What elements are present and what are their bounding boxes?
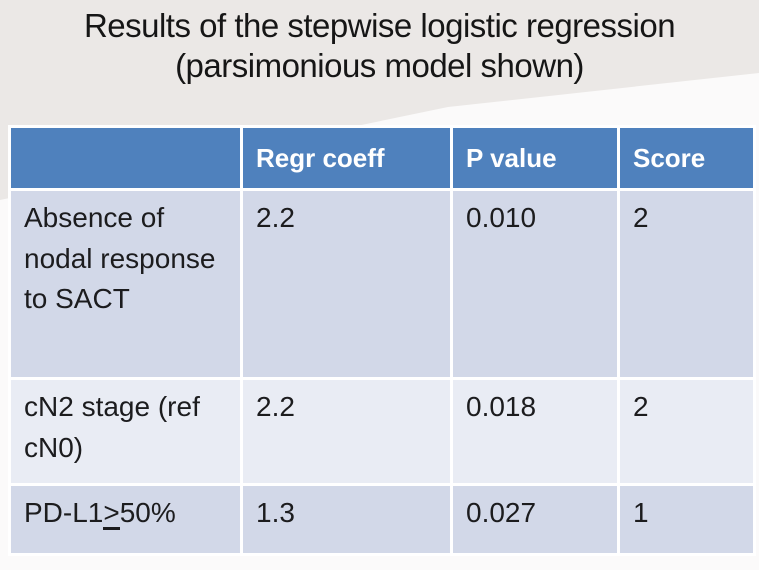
score-value: 2 bbox=[617, 188, 756, 380]
pdl1-label-suffix: 50% bbox=[119, 497, 176, 528]
header-cell-score: Score bbox=[617, 125, 756, 191]
p-value: 0.027 bbox=[450, 483, 620, 556]
header-cell-regr-coeff: Regr coeff bbox=[240, 125, 453, 191]
score-value: 1 bbox=[617, 483, 756, 556]
regr-coeff-value: 2.2 bbox=[240, 188, 453, 380]
table-row-pdl1: PD-L1>50% 1.3 0.027 1 bbox=[8, 483, 756, 556]
header-row: Regr coeff P value Score bbox=[8, 125, 756, 191]
slide-title-line2: (parsimonious model shown) bbox=[175, 47, 584, 85]
pdl1-label-prefix: PD-L1 bbox=[24, 497, 104, 528]
header-cell-p-value: P value bbox=[450, 125, 620, 191]
p-value: 0.010 bbox=[450, 188, 620, 380]
row-label: cN2 stage (ref cN0) bbox=[8, 377, 243, 486]
header-cell-blank bbox=[8, 125, 243, 191]
table-row-cn2-stage: cN2 stage (ref cN0) 2.2 0.018 2 bbox=[8, 377, 756, 486]
row-label: Absence of nodal response to SACT bbox=[8, 188, 243, 380]
slide-title: Results of the stepwise logistic regress… bbox=[0, 6, 759, 87]
score-value: 2 bbox=[617, 377, 756, 486]
regr-coeff-value: 1.3 bbox=[240, 483, 453, 556]
regr-coeff-value: 2.2 bbox=[240, 377, 453, 486]
table-row-absence-nodal-response: Absence of nodal response to SACT 2.2 0.… bbox=[8, 188, 756, 380]
row-label: PD-L1>50% bbox=[8, 483, 243, 556]
regression-results-table: Regr coeff P value Score Absence of noda… bbox=[8, 125, 756, 556]
slide-title-line1: Results of the stepwise logistic regress… bbox=[83, 7, 676, 44]
pdl1-gte-operator: > bbox=[103, 498, 120, 531]
p-value: 0.018 bbox=[450, 377, 620, 486]
